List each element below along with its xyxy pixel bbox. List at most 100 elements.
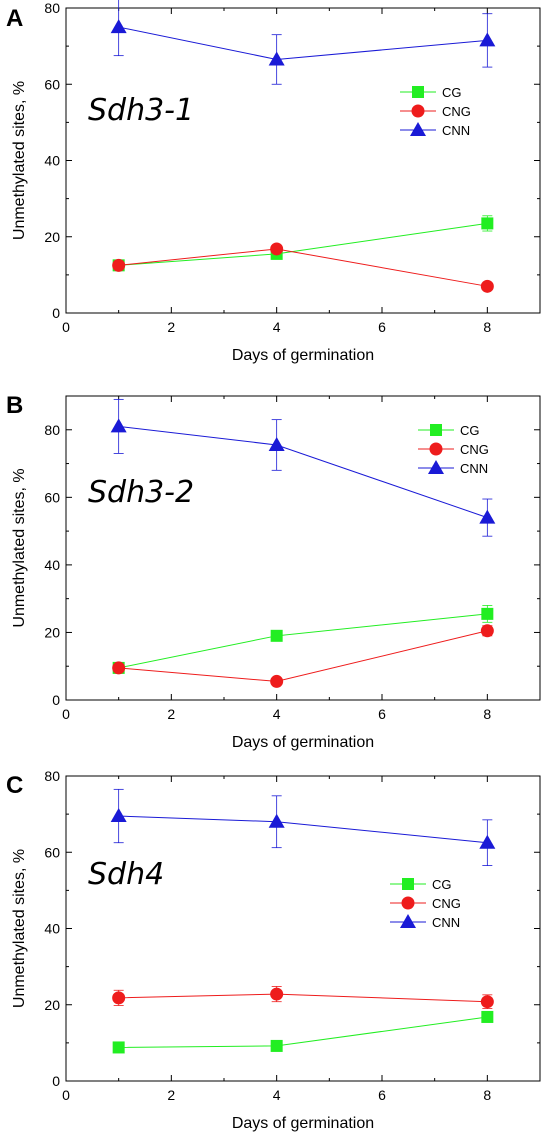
data-point xyxy=(480,624,494,638)
data-point xyxy=(112,1041,125,1054)
legend-label: CNG xyxy=(442,104,471,119)
x-tick-label: 4 xyxy=(273,706,281,722)
legend-label: CNG xyxy=(460,442,489,457)
legend: CG CNG CNN xyxy=(400,85,471,138)
series-cnn xyxy=(110,398,496,537)
y-tick-label: 40 xyxy=(44,557,60,573)
data-point xyxy=(110,808,127,823)
y-tick-label: 20 xyxy=(44,997,60,1013)
y-tick-label: 0 xyxy=(52,692,60,708)
x-tick-label: 4 xyxy=(273,319,281,335)
legend-marker xyxy=(412,86,424,98)
y-tick-label: 20 xyxy=(44,624,60,640)
legend-item-cnn: CNN xyxy=(390,914,460,930)
legend-label: CNN xyxy=(442,123,470,138)
plot-frame xyxy=(65,775,541,1082)
legend-marker xyxy=(401,896,415,910)
data-point xyxy=(112,991,126,1005)
y-tick-label: 0 xyxy=(52,305,60,321)
y-axis-title: Unmethylated sites, % xyxy=(11,81,28,240)
plot-frame xyxy=(65,395,541,701)
gene-annotation: Sdh3-1 xyxy=(88,93,194,128)
y-tick-label: 40 xyxy=(44,921,60,937)
data-point xyxy=(270,242,284,256)
data-point xyxy=(479,834,496,849)
legend-item-cg: CG xyxy=(390,877,452,892)
legend-marker xyxy=(428,460,444,474)
x-tick-label: 6 xyxy=(378,706,386,722)
legend-item-cng: CNG xyxy=(400,104,471,119)
x-tick-label: 0 xyxy=(62,319,70,335)
legend-marker xyxy=(402,878,414,890)
legend: CG CNG CNN xyxy=(418,423,489,476)
x-tick-label: 0 xyxy=(62,1087,70,1103)
x-tick-label: 4 xyxy=(273,1087,281,1103)
legend-label: CG xyxy=(432,877,452,892)
data-point xyxy=(479,32,496,47)
panel-letter: B xyxy=(6,392,23,419)
data-point xyxy=(270,674,284,688)
legend-item-cng: CNG xyxy=(418,442,489,457)
series-line xyxy=(118,222,488,266)
legend: CG CNG CNN xyxy=(390,877,461,930)
legend-label: CNN xyxy=(460,461,488,476)
plot-frame xyxy=(65,7,541,314)
data-point xyxy=(481,1010,494,1023)
x-tick-label: 2 xyxy=(167,319,175,335)
y-tick-label: 40 xyxy=(44,153,60,169)
legend-item-cg: CG xyxy=(400,85,462,100)
data-point xyxy=(110,418,127,433)
legend-marker xyxy=(429,442,443,456)
x-tick-label: 8 xyxy=(483,706,491,722)
x-tick-label: 8 xyxy=(483,1087,491,1103)
y-tick-label: 80 xyxy=(44,422,60,438)
data-point xyxy=(268,813,285,828)
legend-item-cnn: CNN xyxy=(418,460,488,476)
series-line xyxy=(118,1016,488,1048)
x-axis-title: Days of germination xyxy=(232,734,374,751)
data-point xyxy=(112,258,126,272)
y-tick-label: 0 xyxy=(52,1073,60,1089)
series-cg xyxy=(112,215,494,272)
legend-item-cng: CNG xyxy=(390,896,461,911)
series-cg xyxy=(112,605,494,674)
data-point xyxy=(481,217,494,230)
data-point xyxy=(268,51,285,66)
y-axis-title: Unmethylated sites, % xyxy=(11,468,28,627)
legend-label: CNN xyxy=(432,915,460,930)
series-line xyxy=(118,26,488,60)
panel-letter: C xyxy=(6,772,23,799)
data-point xyxy=(270,987,284,1001)
data-point xyxy=(481,607,494,620)
series-cng xyxy=(112,986,494,1009)
data-point xyxy=(270,629,283,642)
y-tick-label: 80 xyxy=(44,768,60,784)
x-tick-label: 0 xyxy=(62,706,70,722)
data-point xyxy=(479,509,496,524)
x-tick-label: 2 xyxy=(167,1087,175,1103)
series-line xyxy=(118,993,488,1003)
data-point xyxy=(268,436,285,451)
chart-panel-a: A 0 2 4 6 8 0 20 40 60 80 Days of germination Unmeth… xyxy=(0,0,550,380)
x-axis-title: Days of germination xyxy=(232,347,374,364)
series-cng xyxy=(112,624,494,688)
y-tick-label: 60 xyxy=(44,844,60,860)
data-point xyxy=(112,661,126,675)
legend-marker xyxy=(400,914,416,928)
legend-marker xyxy=(410,122,426,136)
legend-label: CNG xyxy=(432,896,461,911)
x-tick-label: 2 xyxy=(167,706,175,722)
y-tick-label: 60 xyxy=(44,76,60,92)
y-tick-label: 80 xyxy=(44,0,60,16)
legend-item-cnn: CNN xyxy=(400,122,470,138)
series-line xyxy=(118,248,488,287)
series-line xyxy=(118,613,488,669)
series-cnn xyxy=(110,0,496,85)
data-point xyxy=(480,279,494,293)
data-point xyxy=(110,19,127,34)
y-axis-title: Unmethylated sites, % xyxy=(11,849,28,1008)
data-point xyxy=(480,995,494,1009)
gene-annotation: Sdh3-2 xyxy=(88,475,194,510)
